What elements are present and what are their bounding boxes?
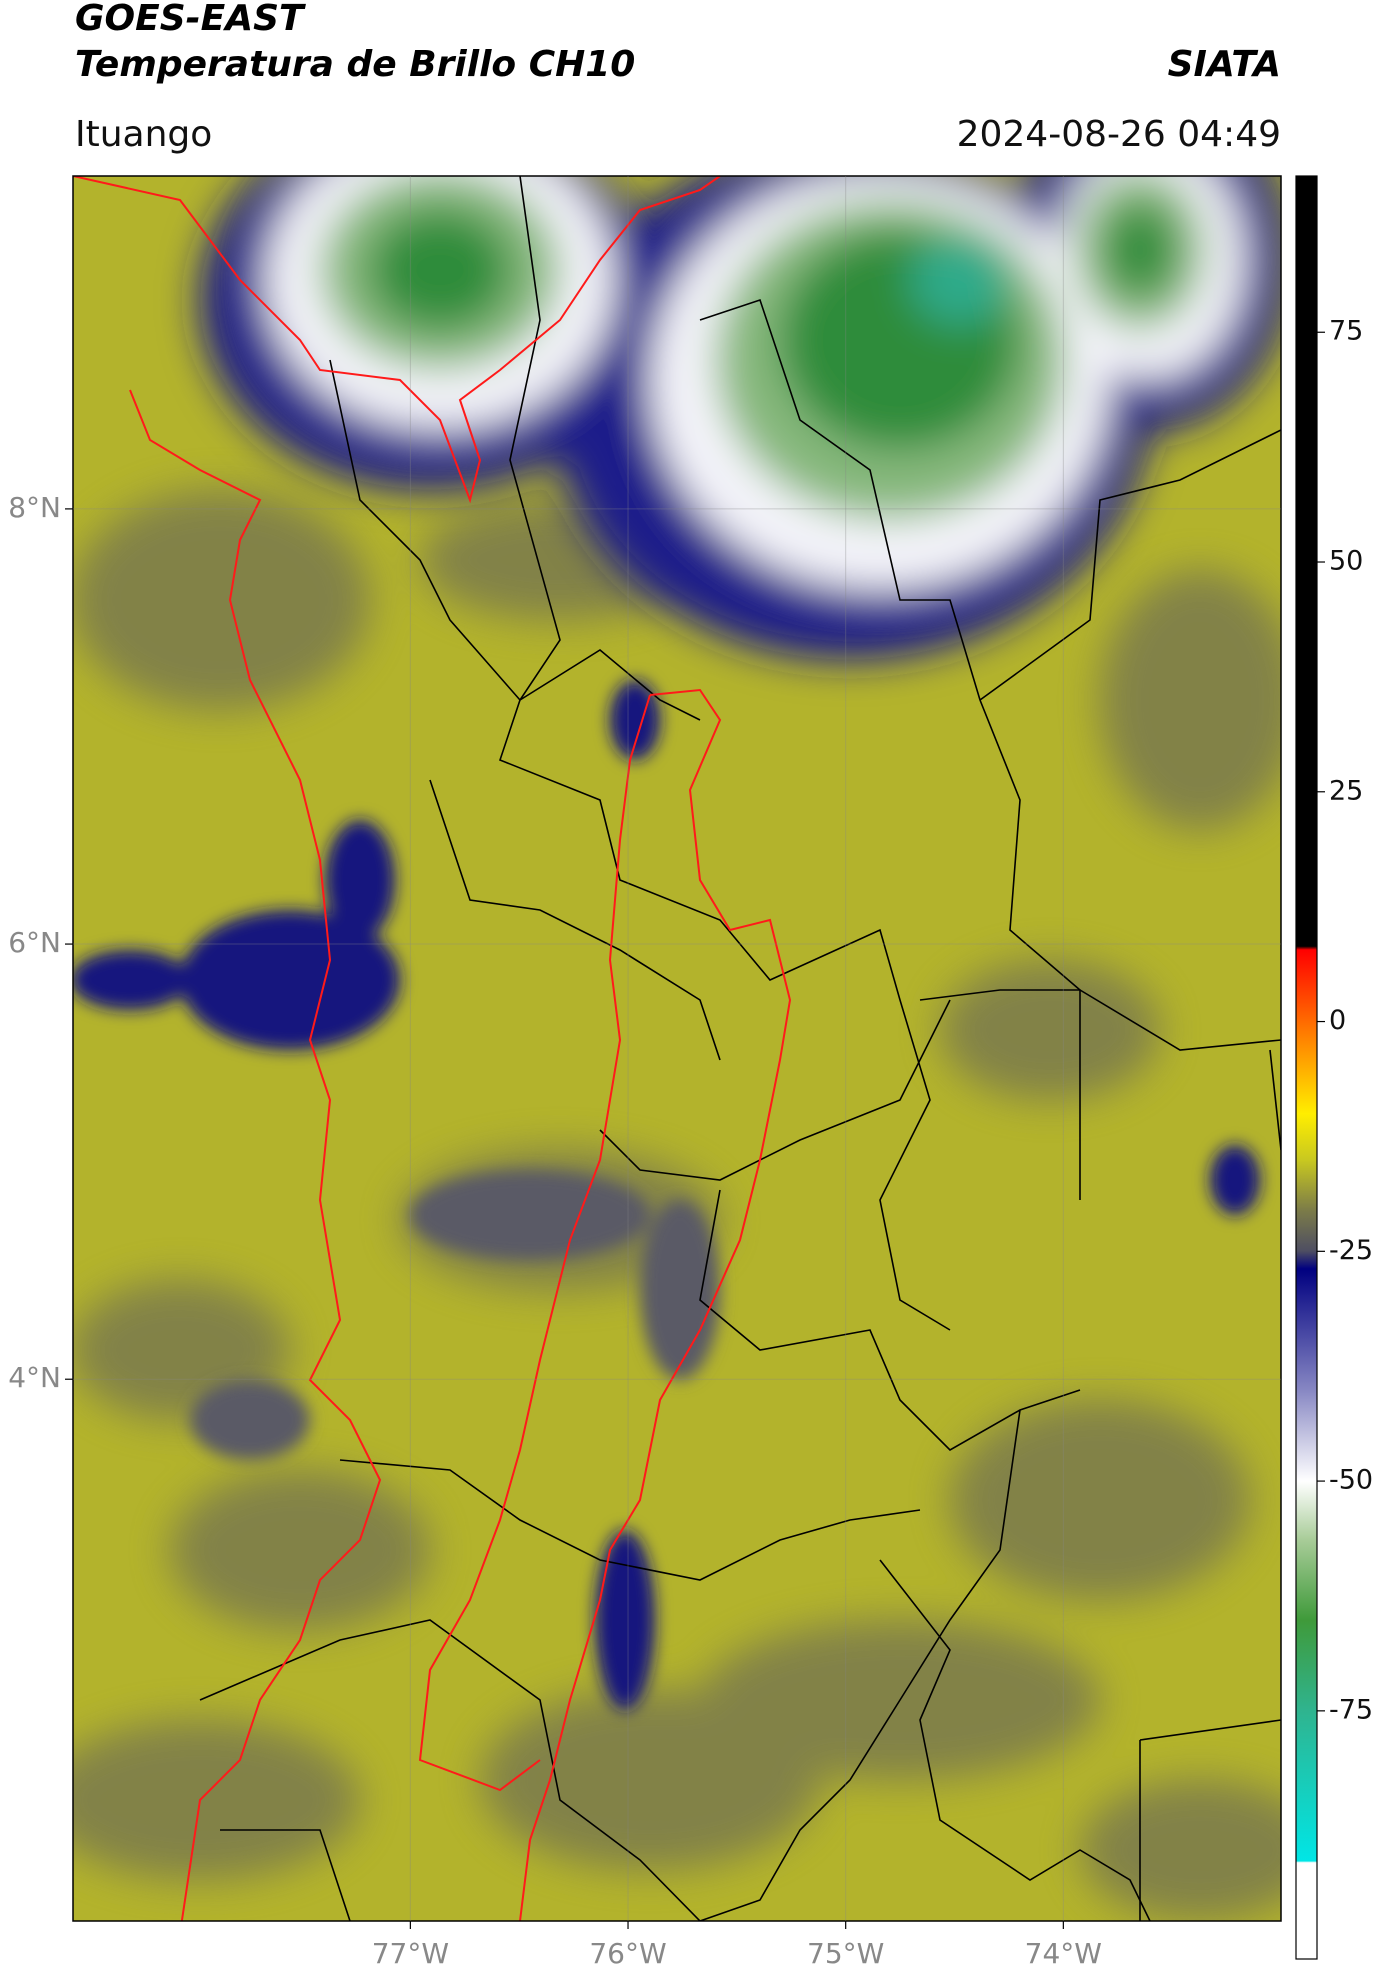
location: Ituango xyxy=(75,114,212,155)
lat-tick-label: 4°N xyxy=(8,1361,61,1394)
lon-tick-label: 75°W xyxy=(807,1937,884,1970)
subtitle: Temperatura de Brillo CH10 xyxy=(75,44,635,85)
map-frame xyxy=(72,175,1282,1922)
source: SIATA xyxy=(1168,44,1281,85)
colorbar xyxy=(1295,175,1318,1960)
colorbar-tick-label: -50 xyxy=(1329,1465,1373,1496)
colorbar-tick-label: 50 xyxy=(1329,546,1363,577)
datetime: 2024-08-26 04:49 xyxy=(957,114,1281,155)
lon-tick-label: 74°W xyxy=(1025,1937,1102,1970)
map-image xyxy=(73,176,1281,1921)
lon-tick-label: 76°W xyxy=(589,1937,666,1970)
lon-tick-label: 77°W xyxy=(372,1937,449,1970)
colorbar-tick-label: -25 xyxy=(1329,1235,1373,1266)
lat-tick-label: 8°N xyxy=(8,491,61,524)
colorbar-tick-label: 75 xyxy=(1329,316,1363,347)
colorbar-tick-label: 0 xyxy=(1329,1005,1346,1036)
title: GOES-EAST xyxy=(75,0,306,39)
colorbar-tick-label: -75 xyxy=(1329,1694,1373,1725)
lat-tick-label: 6°N xyxy=(8,926,61,959)
colorbar-tick-label: 25 xyxy=(1329,775,1363,806)
